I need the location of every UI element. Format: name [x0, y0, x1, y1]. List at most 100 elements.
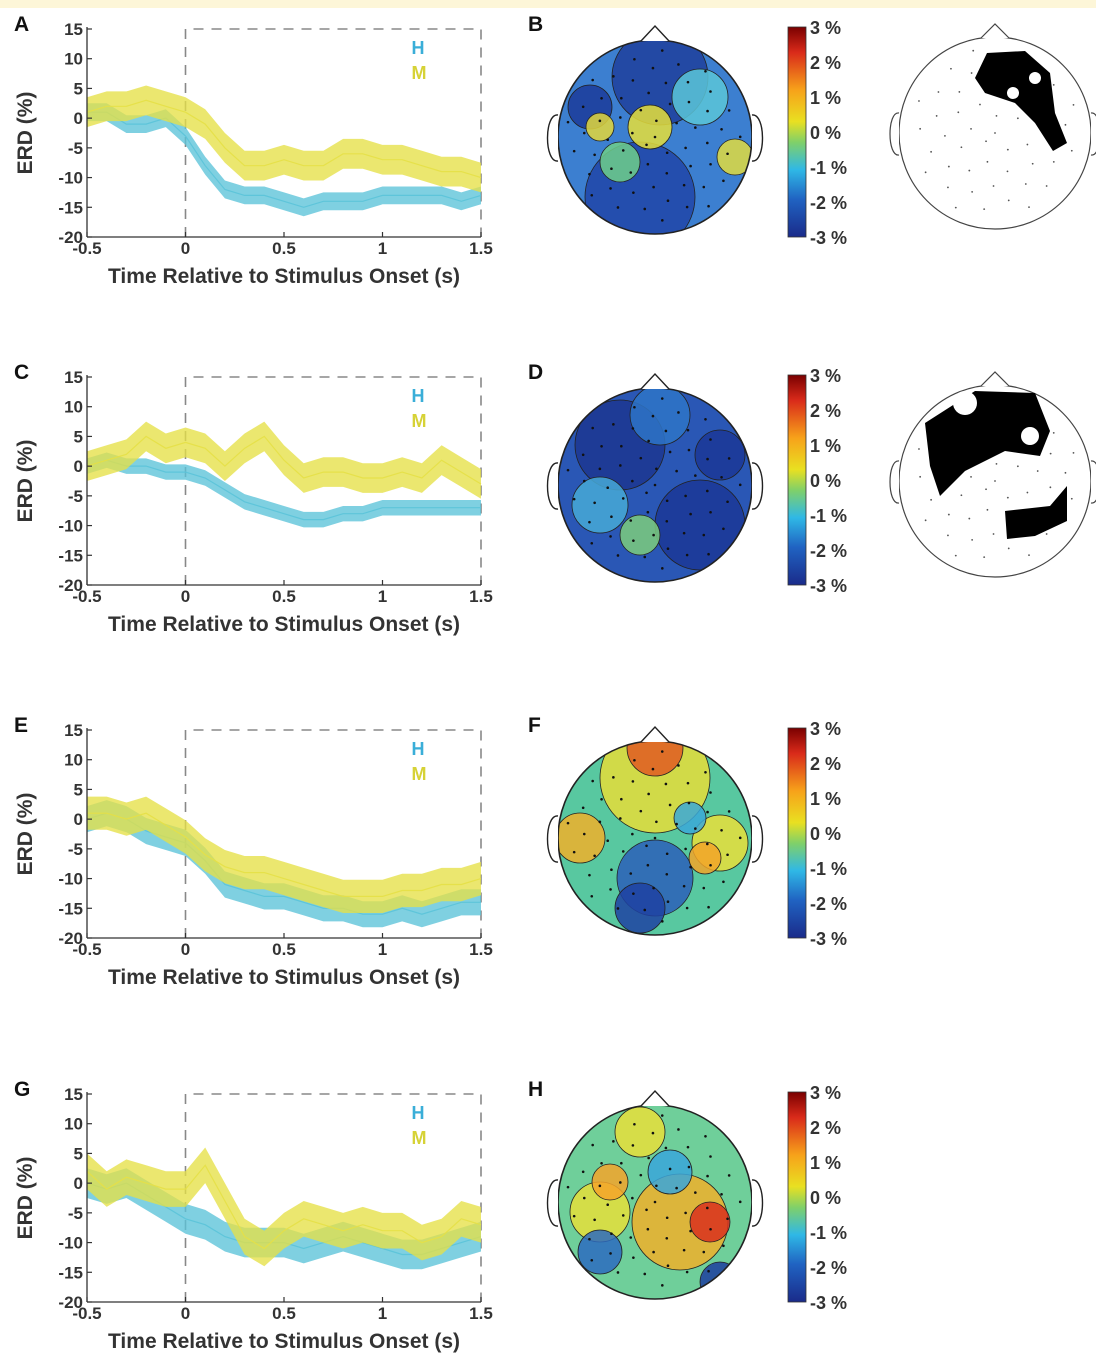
mask-electrode-dot [970, 72, 973, 74]
electrode-dot [666, 199, 670, 202]
x-tick-label: 0 [181, 940, 190, 959]
electrode-dot [687, 1165, 691, 1169]
mask-hole [1029, 72, 1041, 84]
electrode-dot [591, 78, 594, 82]
electrode-dot [590, 541, 594, 545]
electrode-dot [612, 75, 615, 78]
electrode-dot [610, 167, 613, 171]
electrode-dot [600, 797, 603, 801]
colorbar-tick-label: 0 % [810, 824, 841, 844]
mask-electrode-dot [1007, 199, 1010, 202]
electrode-dot [685, 1270, 689, 1274]
electrode-dot [566, 468, 570, 472]
electrode-dot [621, 497, 625, 500]
y-tick-label: -15 [58, 546, 83, 565]
scalp-contour-region [591, 1163, 629, 1201]
line-chart-E: E 15 10 5 0 -5 -10 -15 -20-0.5 0 0.5 1 1.5 Time Relat… [14, 714, 493, 989]
mask-electrode-dot [1052, 83, 1055, 86]
electrode-dot [694, 827, 697, 830]
series-line-M [86, 99, 482, 179]
legend-label-h: H [412, 1103, 425, 1123]
x-tick-label: 1.5 [469, 940, 493, 959]
mask-hole [953, 391, 977, 415]
electrode-dot [684, 847, 687, 851]
electrode-dot [572, 149, 576, 153]
mask-electrode-dot [950, 67, 952, 70]
electrode-dot [720, 1192, 723, 1196]
electrode-dot [668, 1167, 672, 1171]
electrode-dot [686, 80, 690, 84]
x-axis-label: Time Relative to Stimulus Onset (s) [108, 1330, 460, 1353]
electrode-dot [593, 501, 596, 505]
scalp-contour-region [629, 388, 691, 446]
electrode-dot [572, 497, 576, 501]
y-tick-label: 5 [74, 780, 83, 799]
electrode-dot [600, 96, 603, 100]
x-tick-label: 1 [378, 239, 387, 258]
electrode-dot [609, 535, 612, 538]
electrode-dot [687, 801, 691, 805]
electrode-dot [661, 567, 664, 570]
electrode-dot [707, 552, 710, 556]
electrode-dot [643, 555, 647, 559]
electrode-dot [621, 850, 625, 853]
electrode-dot [600, 1161, 603, 1165]
y-tick-label: 10 [64, 398, 83, 417]
electrode-dot [651, 66, 655, 70]
top-strip [0, 0, 1096, 8]
electrode-dot [664, 429, 668, 433]
electrode-dot [647, 91, 650, 95]
mask-electrode-dot [937, 91, 940, 93]
electrode-dot [704, 69, 707, 73]
electrode-dot [677, 63, 680, 66]
mask-electrode-dot [1006, 148, 1009, 151]
mask-electrode-dot [985, 488, 987, 491]
electrode-dot [606, 486, 610, 490]
electrode-dot [606, 138, 610, 142]
electrode-dot [633, 405, 636, 409]
mask-electrode-dot [986, 160, 989, 163]
colorbar-tick-label: 3 % [810, 1083, 841, 1103]
series-band-M [87, 796, 481, 913]
series-line-M [86, 1164, 482, 1250]
y-tick-label: -20 [58, 228, 83, 247]
electrode-dot [738, 836, 742, 840]
electrode-dot [619, 116, 622, 119]
x-tick-label: 1.5 [469, 239, 493, 258]
electrode-dot [665, 872, 669, 876]
electrode-dot [581, 806, 585, 810]
x-tick-label: 1.5 [469, 1304, 493, 1323]
electrode-dot [675, 1186, 678, 1190]
electrode-dot [738, 483, 742, 487]
electrode-dot [722, 179, 725, 183]
panel-letter-C: C [14, 361, 29, 384]
colorbar [787, 26, 807, 238]
panel-letter-A: A [14, 13, 29, 36]
electrode-dot [684, 1211, 687, 1215]
topomap-F: F 3 % 2 % 1 % 0 % -1 % -2 % -3 % [528, 714, 847, 949]
mask-electrode-dot [970, 475, 972, 478]
electrode-dot [620, 96, 623, 100]
scalp-contour-region [654, 479, 746, 571]
electrode-dot [593, 1218, 596, 1222]
electrode-dot [588, 520, 591, 524]
nose-icon [640, 24, 670, 42]
electrode-dot [668, 102, 672, 106]
mask-electrode-dot [971, 191, 974, 193]
legend-label-h: H [412, 386, 425, 406]
electrode-dot [709, 863, 712, 867]
electrode-dot [720, 127, 723, 131]
electrode-dot [590, 1258, 594, 1262]
electrode-dot [702, 1250, 706, 1254]
mask-electrode-dot [1052, 160, 1055, 163]
scalp-map [558, 40, 752, 234]
y-tick-label: -5 [68, 487, 83, 506]
y-tick-label: -5 [68, 139, 83, 158]
colorbar-tick-label: -1 % [810, 158, 847, 178]
y-tick-label: 0 [74, 457, 83, 476]
electrode-dot [651, 767, 655, 771]
panel-letter-H: H [528, 1078, 543, 1101]
electrode-dot [572, 850, 576, 854]
colorbar-tick-label: 1 % [810, 88, 841, 108]
line-chart-C: C 15 10 5 0 -5 -10 -15 -20-0.5 0 0.5 1 1.5 Time Relat… [14, 361, 493, 636]
